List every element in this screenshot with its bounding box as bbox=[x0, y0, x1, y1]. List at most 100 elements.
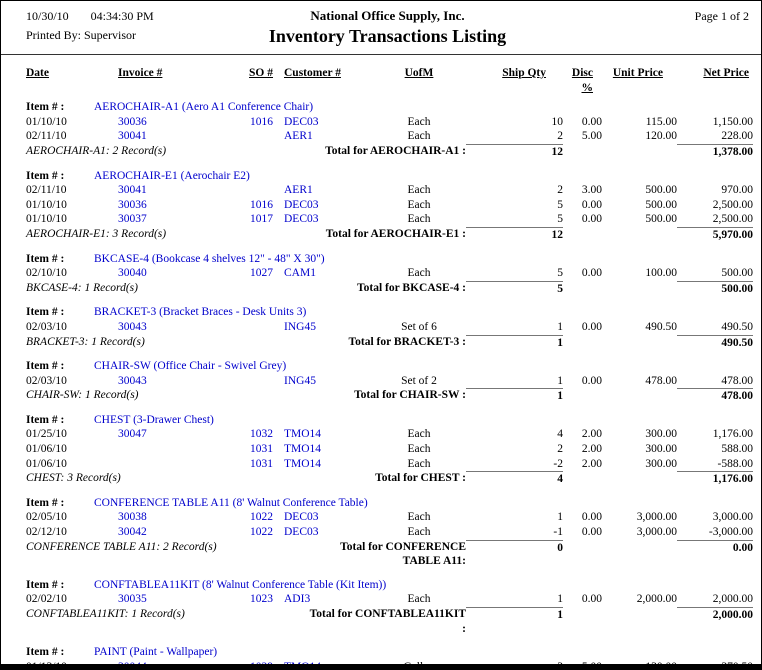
group-total-qty: 12 bbox=[466, 226, 563, 243]
invoice-link[interactable]: 30041 bbox=[118, 130, 147, 143]
cell-net-price: 2,500.00 bbox=[712, 213, 753, 226]
report-title: Inventory Transactions Listing bbox=[268, 26, 507, 46]
cell-ship-qty: 4 bbox=[557, 428, 563, 441]
so-link[interactable]: 1016 bbox=[250, 115, 273, 128]
cell-ship-qty: 10 bbox=[551, 115, 564, 128]
item-group: Item # : CONFTABLEA11KIT (8' Walnut Conf… bbox=[1, 578, 761, 636]
item-description-link[interactable]: CHAIR-SW (Office Chair - Swivel Grey) bbox=[94, 360, 287, 373]
invoice-link[interactable]: 30042 bbox=[118, 526, 147, 539]
cell-unit-price: 300.00 bbox=[645, 457, 677, 470]
group-footer: BKCASE-4: 1 Record(s) Total for BKCASE-4… bbox=[1, 280, 761, 297]
cell-date: 02/11/10 bbox=[26, 130, 67, 143]
group-record-count: BRACKET-3: 1 Record(s) bbox=[26, 335, 145, 348]
transaction-row: 01/25/10 30047 1032 TMO14 Each 4 2.00 30… bbox=[1, 427, 761, 442]
transaction-row: 02/11/10 30041 AER1 Each 2 3.00 500.00 9… bbox=[1, 183, 761, 198]
cell-disc: 2.00 bbox=[581, 457, 602, 470]
so-link[interactable]: 1031 bbox=[250, 443, 273, 456]
group-rows: 02/03/10 30043 ING45 Set of 2 1 0.00 478… bbox=[1, 374, 761, 389]
group-total-label: Total for CONFTABLEA11KIT : bbox=[309, 608, 466, 635]
invoice-link[interactable]: 30041 bbox=[118, 184, 147, 197]
column-header-invoice: Invoice # bbox=[118, 67, 163, 79]
item-description-link[interactable]: PAINT (Paint - Wallpaper) bbox=[94, 646, 218, 659]
customer-link[interactable]: DEC03 bbox=[284, 115, 319, 128]
group-total-net: 478.00 bbox=[677, 388, 753, 404]
group-total-label: Total for AEROCHAIR-E1 : bbox=[325, 227, 466, 240]
cell-unit-price: 500.00 bbox=[645, 213, 677, 226]
cell-ship-qty: 1 bbox=[557, 593, 563, 606]
header-rule bbox=[1, 54, 761, 55]
invoice-link[interactable]: 30037 bbox=[118, 213, 147, 226]
customer-link[interactable]: AER1 bbox=[284, 130, 313, 143]
item-description-link[interactable]: AEROCHAIR-E1 (Aerochair E2) bbox=[94, 169, 250, 182]
cell-disc: 0.00 bbox=[581, 320, 602, 333]
item-group: Item # : BRACKET-3 (Bracket Braces - Des… bbox=[1, 305, 761, 350]
so-link[interactable]: 1016 bbox=[250, 198, 273, 211]
item-description-link[interactable]: CHEST (3-Drawer Chest) bbox=[94, 413, 214, 426]
invoice-link[interactable]: 30036 bbox=[118, 115, 147, 128]
invoice-link[interactable]: 30035 bbox=[118, 593, 147, 606]
item-number-label: Item # : bbox=[26, 252, 65, 265]
item-number-label: Item # : bbox=[26, 101, 65, 114]
cell-net-price: 1,176.00 bbox=[712, 428, 753, 441]
item-number-label: Item # : bbox=[26, 169, 65, 182]
customer-link[interactable]: CAM1 bbox=[284, 267, 316, 280]
transaction-row: 02/11/10 30041 AER1 Each 2 5.00 120.00 2… bbox=[1, 129, 761, 144]
item-description-link[interactable]: CONFERENCE TABLE A11 (8' Walnut Conferen… bbox=[94, 496, 368, 509]
cell-ship-qty: 5 bbox=[557, 213, 563, 226]
so-link[interactable]: 1031 bbox=[250, 457, 273, 470]
item-number-label: Item # : bbox=[26, 496, 65, 509]
cell-ship-qty: 5 bbox=[557, 267, 563, 280]
customer-link[interactable]: TMO14 bbox=[284, 428, 322, 441]
customer-link[interactable]: TMO14 bbox=[284, 457, 322, 470]
cell-disc: 3.00 bbox=[581, 184, 602, 197]
item-description-link[interactable]: BRACKET-3 (Bracket Braces - Desk Units 3… bbox=[94, 306, 307, 319]
cell-uofm: Each bbox=[407, 593, 431, 606]
cell-unit-price: 500.00 bbox=[645, 198, 677, 211]
cell-ship-qty: 1 bbox=[557, 320, 563, 333]
column-header-net-price: Net Price bbox=[703, 67, 749, 79]
customer-link[interactable]: TMO14 bbox=[284, 443, 322, 456]
cell-date: 02/03/10 bbox=[26, 320, 67, 333]
so-link[interactable]: 1022 bbox=[250, 511, 273, 524]
group-total-label: Total for CHEST : bbox=[375, 472, 466, 485]
so-link[interactable]: 1022 bbox=[250, 526, 273, 539]
so-link[interactable]: 1023 bbox=[250, 593, 273, 606]
item-description-link[interactable]: CONFTABLEA11KIT (8' Walnut Conference Ta… bbox=[94, 578, 387, 591]
report-time: 04:34:30 PM bbox=[90, 9, 154, 23]
invoice-link[interactable]: 30036 bbox=[118, 198, 147, 211]
transaction-row: 02/12/10 30042 1022 DEC03 Each -1 0.00 3… bbox=[1, 525, 761, 540]
cell-disc: 0.00 bbox=[581, 593, 602, 606]
customer-link[interactable]: DEC03 bbox=[284, 526, 319, 539]
customer-link[interactable]: DEC03 bbox=[284, 198, 319, 211]
group-footer: BRACKET-3: 1 Record(s) Total for BRACKET… bbox=[1, 334, 761, 351]
report-date: 10/30/10 bbox=[26, 9, 69, 23]
so-link[interactable]: 1017 bbox=[250, 213, 273, 226]
customer-link[interactable]: AER1 bbox=[284, 184, 313, 197]
cell-ship-qty: 1 bbox=[557, 374, 563, 387]
customer-link[interactable]: ING45 bbox=[284, 320, 316, 333]
group-rows: 01/10/10 30036 1016 DEC03 Each 10 0.00 1… bbox=[1, 115, 761, 144]
invoice-link[interactable]: 30047 bbox=[118, 428, 147, 441]
group-footer: AEROCHAIR-A1: 2 Record(s) Total for AERO… bbox=[1, 143, 761, 160]
invoice-link[interactable]: 30043 bbox=[118, 320, 147, 333]
so-link[interactable]: 1027 bbox=[250, 267, 273, 280]
group-total-qty: 1 bbox=[466, 388, 563, 404]
customer-link[interactable]: ADI3 bbox=[284, 593, 311, 606]
so-link[interactable]: 1032 bbox=[250, 428, 273, 441]
invoice-link[interactable]: 30038 bbox=[118, 511, 147, 524]
invoice-link[interactable]: 30040 bbox=[118, 267, 147, 280]
customer-link[interactable]: DEC03 bbox=[284, 511, 319, 524]
invoice-link[interactable]: 30043 bbox=[118, 374, 147, 387]
group-rows: 02/05/10 30038 1022 DEC03 Each 1 0.00 3,… bbox=[1, 510, 761, 539]
item-description-link[interactable]: BKCASE-4 (Bookcase 4 shelves 12" - 48" X… bbox=[94, 252, 325, 265]
customer-link[interactable]: DEC03 bbox=[284, 213, 319, 226]
item-description-link[interactable]: AEROCHAIR-A1 (Aero A1 Conference Chair) bbox=[94, 101, 314, 114]
cell-uofm: Each bbox=[407, 130, 431, 143]
transaction-row: 01/06/10 1031 TMO14 Each -2 2.00 300.00 … bbox=[1, 457, 761, 472]
customer-link[interactable]: ING45 bbox=[284, 374, 316, 387]
cell-ship-qty: 2 bbox=[557, 443, 563, 456]
transaction-row: 01/10/10 30036 1016 DEC03 Each 10 0.00 1… bbox=[1, 115, 761, 130]
cell-unit-price: 3,000.00 bbox=[636, 511, 677, 524]
transaction-row: 02/10/10 30040 1027 CAM1 Each 5 0.00 100… bbox=[1, 266, 761, 281]
